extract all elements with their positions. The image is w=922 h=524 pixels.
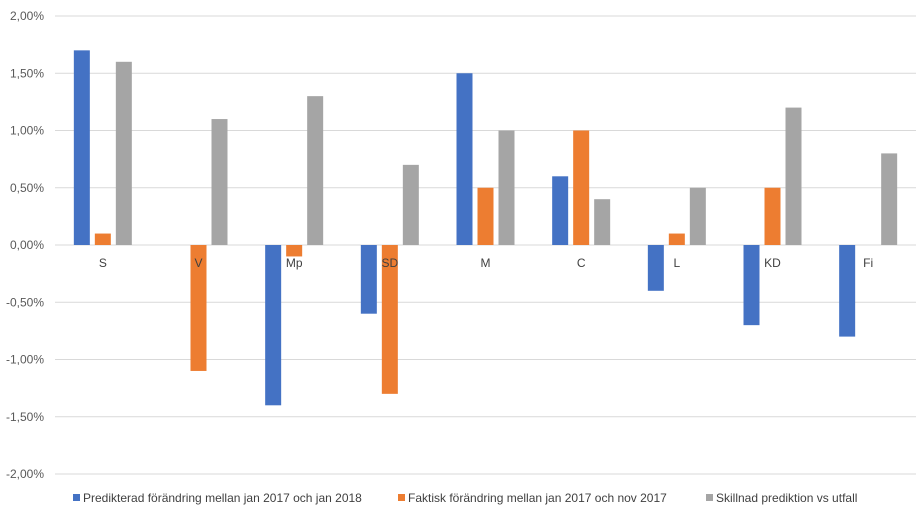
category-label: V bbox=[194, 256, 202, 270]
bar-v-series-3 bbox=[211, 119, 228, 245]
legend-swatch bbox=[706, 494, 713, 501]
bar-v-series-2 bbox=[190, 245, 207, 371]
y-tick-label: -0,50% bbox=[6, 295, 44, 309]
bar-c-series-3 bbox=[594, 199, 611, 245]
bar-fi-series-1 bbox=[839, 245, 856, 337]
legend: Predikterad förändring mellan jan 2017 o… bbox=[73, 491, 857, 505]
legend-label: Predikterad förändring mellan jan 2017 o… bbox=[83, 491, 362, 505]
y-tick-label: 1,50% bbox=[10, 66, 44, 80]
bar-kd-series-3 bbox=[785, 107, 802, 245]
category-label: SD bbox=[381, 256, 398, 270]
bar-l-series-1 bbox=[647, 245, 664, 291]
bar-m-series-2 bbox=[477, 187, 494, 245]
category-label: L bbox=[673, 256, 680, 270]
legend-swatch bbox=[398, 494, 405, 501]
y-tick-label: -1,50% bbox=[6, 410, 44, 424]
category-label: KD bbox=[764, 256, 781, 270]
bar-l-series-2 bbox=[668, 233, 685, 245]
bar-sd-series-3 bbox=[402, 164, 419, 245]
category-label: C bbox=[577, 256, 586, 270]
bar-mp-series-1 bbox=[265, 245, 282, 406]
bar-m-series-3 bbox=[498, 130, 515, 245]
bars bbox=[73, 50, 898, 406]
bar-kd-series-1 bbox=[743, 245, 760, 326]
category-label: Fi bbox=[863, 256, 873, 270]
category-labels: S V Mp SD M C L KD Fi bbox=[99, 256, 873, 270]
bar-c-series-2 bbox=[573, 130, 590, 245]
bar-sd-series-2 bbox=[381, 245, 398, 394]
legend-label: Faktisk förändring mellan jan 2017 och n… bbox=[408, 491, 667, 505]
y-tick-label: -2,00% bbox=[6, 467, 44, 481]
bar-mp-series-2 bbox=[286, 245, 303, 257]
bar-kd-series-2 bbox=[764, 187, 781, 245]
bar-s-series-3 bbox=[115, 61, 132, 245]
bar-s-series-1 bbox=[73, 50, 90, 245]
category-label: M bbox=[481, 256, 491, 270]
bar-c-series-1 bbox=[552, 176, 569, 245]
legend-swatch bbox=[73, 494, 80, 501]
bar-l-series-3 bbox=[689, 187, 706, 245]
category-label: Mp bbox=[286, 256, 303, 270]
bar-mp-series-3 bbox=[307, 96, 324, 246]
y-tick-label: 0,00% bbox=[10, 238, 44, 252]
legend-label: Skillnad prediktion vs utfall bbox=[716, 491, 857, 505]
y-axis-tick-labels: 2,00% 1,50% 1,00% 0,50% 0,00% -0,50% -1,00% -1,… bbox=[6, 9, 44, 481]
y-tick-label: 2,00% bbox=[10, 9, 44, 23]
bar-m-series-1 bbox=[456, 73, 473, 245]
bar-sd-series-1 bbox=[360, 245, 377, 314]
y-tick-label: 0,50% bbox=[10, 181, 44, 195]
bar-s-series-2 bbox=[94, 233, 111, 245]
category-label: S bbox=[99, 256, 107, 270]
y-tick-label: 1,00% bbox=[10, 124, 44, 138]
y-tick-label: -1,00% bbox=[6, 353, 44, 367]
bar-fi-series-3 bbox=[881, 153, 898, 245]
